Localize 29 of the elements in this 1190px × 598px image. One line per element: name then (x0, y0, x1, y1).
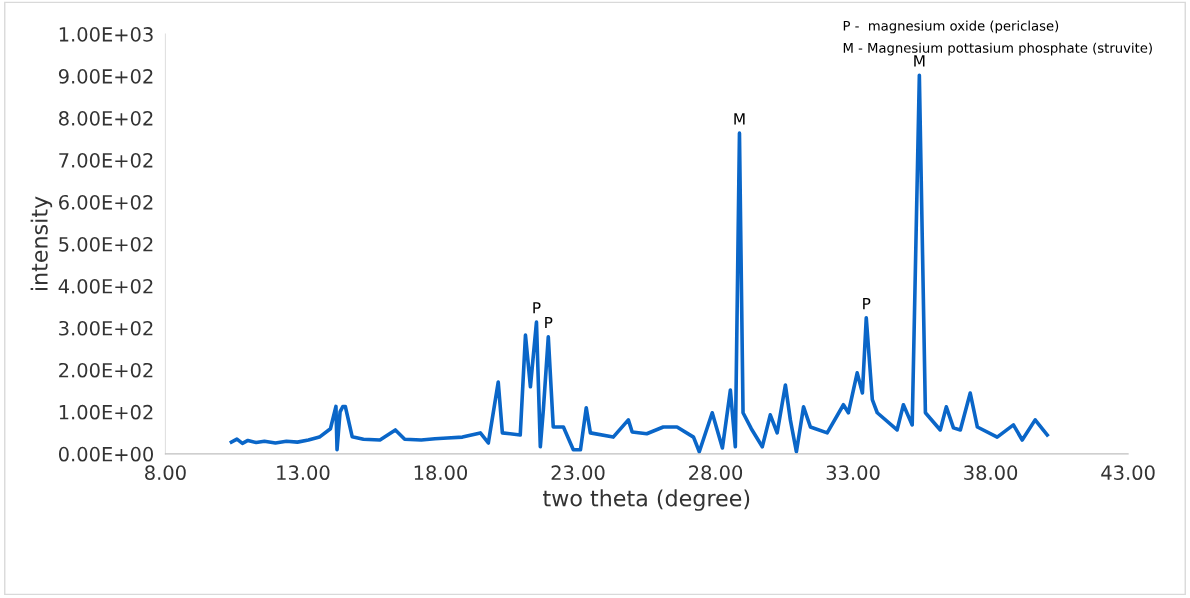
y-axis-title: intensity (30, 196, 53, 291)
x-tick-label: 13.00 (277, 465, 330, 481)
x-tick-label: 8.00 (145, 465, 186, 481)
x-axis-title: two theta (degree) (543, 489, 750, 511)
x-tick-label: 28.00 (689, 465, 743, 481)
y-tick-label: 1.00E+03 (59, 27, 153, 42)
y-tick-label: 5.00E+02 (59, 236, 153, 252)
y-tick-label: 6.00E+02 (59, 194, 153, 210)
x-tick-label: 43.00 (1101, 465, 1155, 481)
annotation: P (533, 302, 541, 314)
y-tick-label: 8.00E+02 (59, 111, 153, 126)
annotation: M (734, 113, 745, 125)
text: P - magnesium oxide (periclase) (843, 20, 1059, 34)
y-tick-label: 2.00E+02 (59, 362, 153, 378)
y-tick-label: 3.00E+02 (59, 320, 153, 336)
annotation: M (914, 55, 925, 67)
line-series (229, 73, 1050, 454)
x-tick-label: 33.00 (826, 465, 880, 481)
annotation: P (863, 298, 871, 310)
x-tick-label: 38.00 (964, 465, 1018, 481)
annotation: M - Magnesium pottasium phosphate (struvite) (843, 42, 1152, 56)
y-tick-label: 4.00E+02 (58, 278, 153, 294)
y-tick-label: 7.00E+02 (59, 152, 153, 168)
x-tick-label: 23.00 (551, 465, 605, 481)
y-tick-label: 9.00E+02 (58, 69, 153, 84)
x-tick-label: 18.00 (414, 465, 468, 481)
annotation: P (545, 316, 553, 329)
y-tick-label: 0.00E+00 (58, 446, 154, 462)
y-tick-label: 1.00E+02 (59, 404, 153, 420)
